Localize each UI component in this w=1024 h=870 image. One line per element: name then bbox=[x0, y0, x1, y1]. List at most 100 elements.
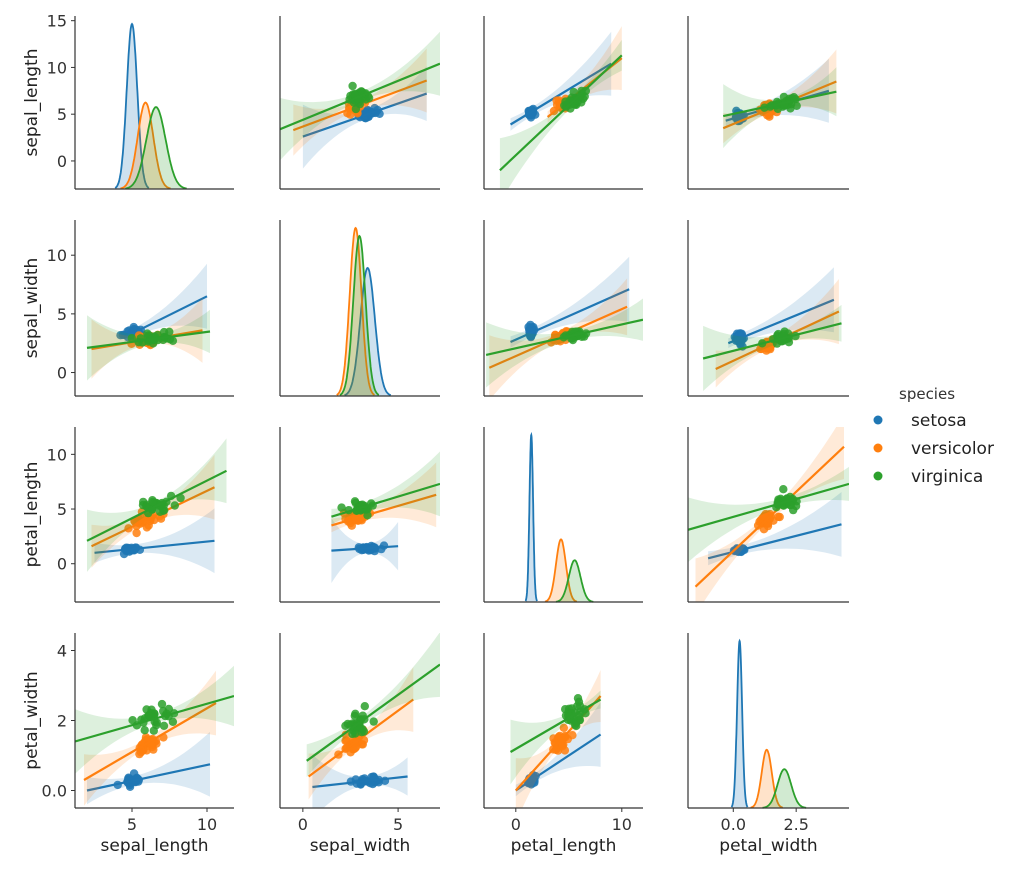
legend-label-virginica: virginica bbox=[911, 467, 983, 487]
y-tick-label: 10 bbox=[47, 246, 67, 265]
legend-marker-versicolor bbox=[873, 443, 883, 453]
point-versicolor bbox=[549, 734, 558, 743]
y-tick-label: 10 bbox=[47, 445, 67, 464]
point-virginica bbox=[779, 485, 788, 494]
kde-line-versicolor-sepal_width bbox=[336, 226, 375, 396]
panel-sepal_length-vs-petal_width bbox=[687, 16, 849, 190]
point-virginica bbox=[363, 511, 372, 520]
point-setosa bbox=[354, 543, 363, 552]
ci-band-virginica bbox=[688, 466, 849, 563]
ci-band-setosa bbox=[728, 267, 834, 348]
y-tick-label: 5 bbox=[57, 305, 67, 324]
panel-petal_width-vs-petal_length: 0 10 bbox=[483, 633, 643, 834]
kde-line-versicolor-petal_width bbox=[750, 748, 784, 809]
regression-line-virginica bbox=[331, 482, 440, 518]
point-versicolor bbox=[341, 736, 350, 745]
kde-line-setosa-petal_length bbox=[524, 431, 538, 602]
y-axis-label-petal_length: petal_length bbox=[22, 462, 42, 568]
x-axis-label-sepal_length: sepal_length bbox=[101, 836, 209, 856]
regression-line-virginica bbox=[485, 318, 643, 356]
panel-sepal_width-vs-sepal_width bbox=[279, 220, 440, 397]
point-versicolor bbox=[149, 745, 158, 754]
y-tick-label: 5 bbox=[57, 500, 67, 519]
y-axis-label-sepal_width: sepal_width bbox=[22, 258, 42, 359]
point-virginica bbox=[785, 500, 794, 510]
point-versicolor bbox=[341, 730, 350, 739]
regression-line-setosa bbox=[86, 763, 211, 792]
regression-line-setosa bbox=[124, 295, 208, 339]
point-setosa bbox=[125, 326, 134, 335]
y-tick-label: 4 bbox=[57, 642, 67, 661]
point-virginica bbox=[343, 719, 352, 729]
ci-band-versicolor bbox=[91, 454, 215, 568]
point-virginica bbox=[581, 709, 590, 718]
regression-line-versicolor bbox=[91, 486, 215, 548]
ci-band-versicolor bbox=[723, 49, 837, 144]
x-tick-label: 0 bbox=[511, 815, 521, 834]
point-virginica bbox=[337, 503, 346, 512]
legend-marker-setosa bbox=[873, 415, 883, 425]
point-virginica bbox=[168, 717, 178, 726]
point-virginica bbox=[575, 92, 585, 101]
point-setosa bbox=[369, 772, 378, 781]
regression-line-versicolor bbox=[488, 305, 628, 369]
point-virginica bbox=[570, 720, 580, 730]
kde-line-virginica-petal_width bbox=[762, 768, 807, 809]
legend-marker-virginica bbox=[873, 471, 883, 481]
x-tick-label: 10 bbox=[612, 815, 632, 834]
regression-line-setosa bbox=[515, 733, 602, 792]
x-axis-label-petal_width: petal_width bbox=[719, 836, 817, 856]
panel-sepal_width-vs-petal_width bbox=[687, 220, 849, 397]
kde-line-virginica-sepal_length bbox=[125, 106, 187, 190]
ci-band-setosa bbox=[510, 256, 630, 348]
regression-line-virginica bbox=[86, 330, 211, 349]
point-virginica bbox=[140, 726, 149, 735]
regression-line-setosa bbox=[509, 62, 612, 126]
y-tick-label: 0.0 bbox=[42, 782, 67, 801]
ci-band-setosa bbox=[124, 263, 207, 342]
y-tick-label: 0 bbox=[57, 152, 67, 171]
y-tick-label: 15 bbox=[47, 12, 67, 31]
x-tick-label: 0.0 bbox=[721, 815, 746, 834]
point-virginica bbox=[348, 81, 357, 91]
panel-sepal_length-vs-sepal_length: 0 5 10 15 bbox=[47, 12, 234, 190]
point-virginica bbox=[568, 335, 578, 345]
regression-line-setosa bbox=[312, 775, 408, 789]
point-virginica bbox=[159, 706, 168, 716]
point-virginica bbox=[350, 711, 359, 721]
x-tick-label: 10 bbox=[197, 815, 217, 834]
ci-band-virginica bbox=[306, 633, 440, 778]
point-virginica bbox=[127, 334, 136, 343]
regression-line-setosa bbox=[302, 92, 428, 138]
point-virginica bbox=[561, 97, 570, 106]
regression-line-virginica bbox=[722, 90, 837, 118]
point-versicolor bbox=[760, 511, 769, 521]
panel-petal_length-vs-sepal_width bbox=[279, 427, 440, 603]
point-virginica bbox=[159, 721, 169, 730]
ci-band-versicolor bbox=[715, 279, 839, 388]
y-tick-label: 10 bbox=[47, 58, 67, 77]
regression-line-virginica bbox=[75, 694, 234, 743]
panel-petal_length-vs-sepal_length: 0 5 10 bbox=[47, 427, 234, 603]
regression-line-virginica bbox=[280, 62, 440, 131]
x-axis-label-petal_length: petal_length bbox=[511, 836, 617, 856]
point-virginica bbox=[144, 711, 153, 721]
x-tick-label: 2.5 bbox=[783, 815, 808, 834]
regression-line-virginica bbox=[306, 663, 440, 762]
point-virginica bbox=[165, 327, 174, 336]
ci-band-virginica bbox=[499, 39, 622, 189]
regression-line-versicolor bbox=[307, 698, 414, 778]
regression-line-setosa bbox=[727, 298, 835, 345]
regression-line-versicolor bbox=[83, 702, 217, 781]
point-virginica bbox=[142, 502, 151, 511]
ci-band-virginica bbox=[703, 304, 842, 391]
kde-line-setosa-petal_width bbox=[730, 638, 749, 808]
panel-sepal_width-vs-petal_length bbox=[483, 220, 643, 397]
point-virginica bbox=[364, 93, 374, 103]
y-tick-label: 5 bbox=[57, 105, 67, 124]
point-virginica bbox=[348, 729, 357, 739]
panel-petal_width-vs-sepal_length: 0.0 2 4 5 10 bbox=[42, 633, 234, 834]
panel-sepal_length-vs-sepal_width bbox=[279, 16, 440, 190]
point-virginica bbox=[143, 329, 152, 338]
